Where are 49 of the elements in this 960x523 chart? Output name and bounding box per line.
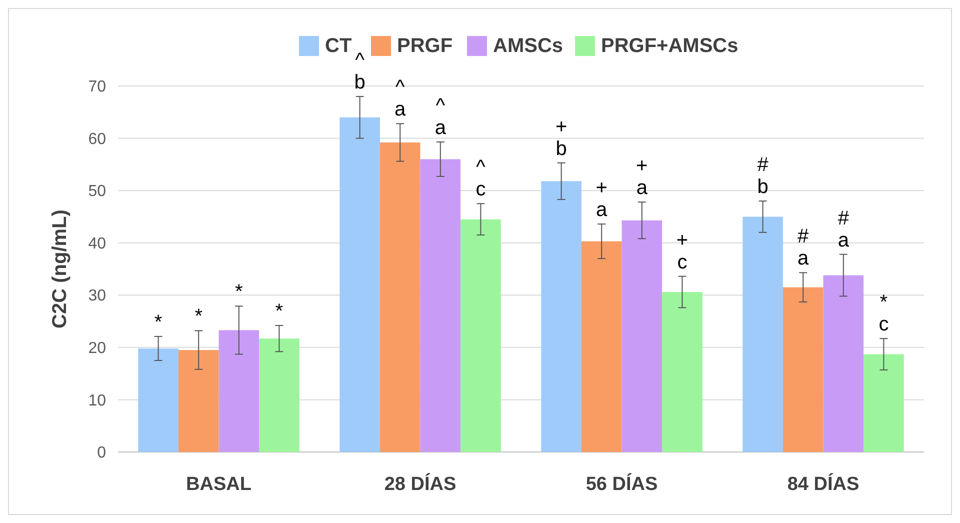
- y-tick-label: 0: [97, 444, 106, 462]
- annotation: + a: [636, 155, 648, 200]
- y-tick-label: 70: [88, 78, 106, 96]
- x-tick-label: 56 DÍAS: [586, 473, 658, 495]
- y-tick-label: 60: [88, 130, 106, 148]
- annotation: * c: [878, 292, 889, 336]
- annotation: # a: [838, 207, 850, 252]
- x-tick-label: 84 DÍAS: [787, 473, 860, 495]
- y-tick-label: 30: [88, 288, 106, 305]
- bar: [782, 287, 824, 452]
- bar: [259, 338, 300, 452]
- y-tick-label: 50: [88, 183, 106, 200]
- annotation: # a: [798, 226, 810, 270]
- bar: [622, 220, 662, 452]
- annotation: # b: [757, 154, 770, 198]
- bar: [218, 330, 260, 452]
- bar: [420, 159, 461, 452]
- x-tick-label: 28 DÍAS: [384, 473, 456, 495]
- x-tick-label: BASAL: [186, 474, 252, 495]
- bar: [662, 292, 702, 452]
- bar: [823, 275, 864, 452]
- annotation: + c: [676, 229, 688, 274]
- annotation: *: [235, 281, 243, 304]
- bar: [541, 181, 582, 452]
- annotation: + b: [555, 116, 568, 160]
- legend-label: AMSCs: [493, 35, 564, 57]
- y-tick-label: 20: [88, 340, 106, 358]
- y-axis-title: C2C (ng/mL): [49, 210, 71, 328]
- annotation: *: [194, 306, 203, 328]
- y-tick-label: 10: [88, 392, 106, 410]
- bar: [742, 216, 783, 452]
- bar: [340, 117, 380, 452]
- legend-label: PRGF: [397, 35, 453, 57]
- annotation: *: [275, 300, 284, 322]
- bar: [864, 354, 904, 452]
- annotation: ^ a: [434, 94, 447, 139]
- annotation: ^ a: [394, 76, 407, 121]
- bar: [178, 350, 219, 452]
- annotation: ^ c: [476, 156, 486, 201]
- bar: [380, 142, 420, 452]
- bar: [460, 219, 501, 452]
- bar: [138, 348, 178, 452]
- annotation: + a: [596, 177, 608, 222]
- bar: [581, 241, 622, 452]
- legend-label: CT: [325, 35, 352, 57]
- y-tick-label: 40: [88, 235, 106, 252]
- legend-label: PRGF+AMSCs: [601, 35, 738, 57]
- annotation: *: [154, 311, 162, 334]
- annotation: ^ b: [354, 49, 366, 94]
